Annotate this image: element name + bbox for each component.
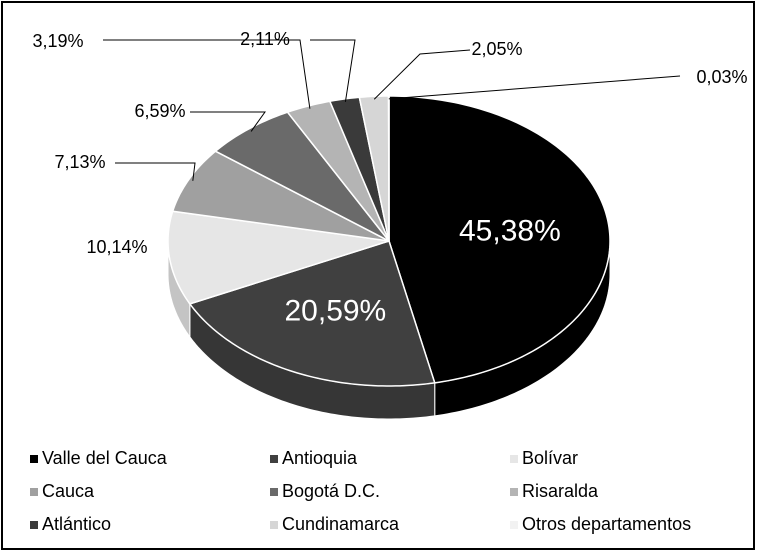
slice [328, 96, 390, 242]
slice [171, 150, 390, 242]
legend-label: Bolívar [522, 448, 578, 468]
legend-label: Antioquia [282, 448, 358, 468]
legend-swatch [30, 521, 38, 529]
data-label: 20,59% [284, 294, 386, 327]
legend-swatch [270, 488, 278, 496]
leader-line [115, 162, 196, 181]
leader-line [310, 39, 356, 102]
data-label: 6,59% [134, 101, 185, 121]
data-label: 2,11% [240, 29, 290, 49]
leader-line [103, 39, 311, 109]
slice [167, 210, 390, 305]
legend-swatch [30, 455, 38, 463]
data-label: 2,05% [471, 39, 522, 59]
data-label: 3,19% [32, 31, 83, 51]
legend-label: Otros departamentos [522, 514, 691, 534]
legend-label: Cauca [42, 481, 95, 501]
legend-swatch [270, 521, 278, 529]
slice [286, 100, 390, 242]
data-label: 0,03% [696, 67, 747, 87]
leader-line [190, 111, 266, 132]
slice [214, 111, 390, 242]
legend-label: Atlántico [42, 514, 111, 534]
slice [388, 95, 611, 384]
data-label: 7,13% [54, 152, 105, 172]
data-label: 10,14% [86, 237, 147, 257]
legend-swatch [510, 521, 518, 529]
leader-line [388, 75, 681, 100]
legend-swatch [510, 455, 518, 463]
legend-label: Cundinamarca [282, 514, 400, 534]
legend-label: Valle del Cauca [42, 448, 168, 468]
data-label: 45,38% [459, 215, 561, 248]
leader-line [373, 49, 471, 100]
legend-swatch [30, 488, 38, 496]
slice [188, 240, 436, 387]
legend-swatch [270, 455, 278, 463]
slice [358, 95, 390, 242]
legend-label: Risaralda [522, 481, 599, 501]
legend-label: Bogotá D.C. [282, 481, 380, 501]
legend-swatch [510, 488, 518, 496]
